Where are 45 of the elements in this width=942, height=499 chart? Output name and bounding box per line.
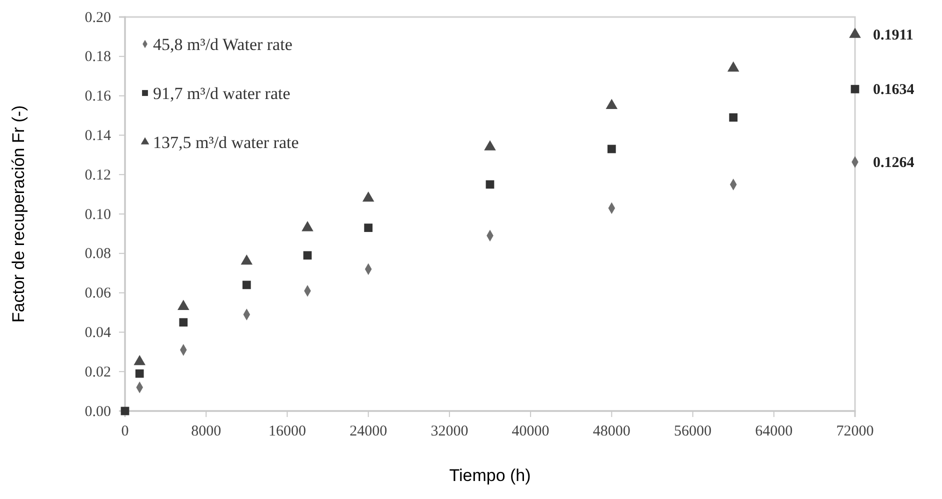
x-axis-title: Tiempo (h) [449, 466, 531, 485]
legend-label: 45,8 m³/d Water rate [153, 35, 292, 54]
point [242, 280, 251, 290]
x-tick-label: 72000 [836, 424, 874, 440]
y-tick-label: 0.08 [84, 246, 111, 262]
x-tick-label: 8000 [191, 424, 222, 440]
legend-label: 137,5 m³/d water rate [153, 133, 299, 152]
y-tick-label: 0.12 [84, 167, 111, 184]
y-tick-label: 0.00 [84, 404, 111, 420]
x-tick-label: 0 [121, 424, 129, 440]
y-tick-label: 0.20 [84, 10, 111, 26]
y-tick-label: 0.18 [84, 49, 111, 66]
point [850, 84, 860, 94]
point [179, 318, 188, 327]
x-tick-label: 48000 [592, 424, 630, 440]
point [135, 369, 144, 378]
y-tick-label: 0.16 [84, 88, 112, 105]
x-tick-label: 16000 [268, 424, 306, 440]
legend-label: 91,7 m³/d water rate [153, 84, 290, 103]
point [364, 224, 373, 232]
point [120, 406, 130, 416]
point [484, 140, 496, 150]
point [303, 251, 312, 260]
x-tick-label: 24000 [350, 424, 388, 440]
x-tick-label: 56000 [674, 424, 712, 440]
y-tick-label: 0.10 [84, 206, 111, 223]
point [606, 98, 618, 110]
point [607, 144, 616, 154]
point [362, 191, 374, 202]
point [729, 113, 738, 122]
y-tick-label: 0.02 [84, 364, 111, 380]
data-label: 0.1264 [873, 154, 915, 171]
data-label: 0.1634 [873, 82, 915, 98]
point [727, 61, 740, 72]
x-tick-label: 40000 [512, 424, 550, 440]
point [849, 28, 861, 38]
point [302, 220, 314, 232]
y-axis-title: Factor de recuperación Fr (-) [9, 105, 28, 323]
x-tick-label: 64000 [755, 424, 793, 440]
y-tick-label: 0.14 [84, 128, 112, 144]
y-tick-label: 0.04 [84, 325, 112, 341]
data-label: 0.1911 [873, 28, 914, 44]
point [486, 180, 494, 189]
y-tick-label: 0.06 [84, 286, 112, 302]
x-tick-label: 32000 [430, 424, 468, 440]
